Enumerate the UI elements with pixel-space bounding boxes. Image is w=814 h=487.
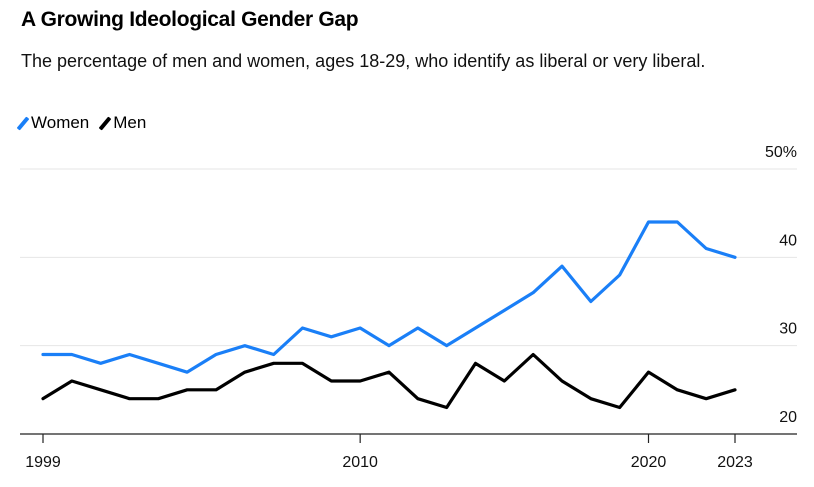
y-tick-label: 20 xyxy=(779,409,797,426)
x-tick-label: 2023 xyxy=(717,454,753,471)
series-line-women xyxy=(41,220,737,374)
legend-item-women: Women xyxy=(16,113,90,133)
x-tick-label: 2010 xyxy=(342,454,378,471)
chart-subtitle: The percentage of men and women, ages 18… xyxy=(21,51,706,71)
legend-label-women: Women xyxy=(31,113,90,132)
chart-title: A Growing Ideological Gender Gap xyxy=(21,8,359,31)
legend-item-men: Men xyxy=(98,113,147,133)
y-tick-label: 40 xyxy=(779,232,797,249)
y-tick-label: 30 xyxy=(779,321,797,338)
legend: Women Men xyxy=(16,113,147,133)
y-tick-label: 50% xyxy=(765,144,797,161)
x-tick-label: 1999 xyxy=(25,454,61,471)
series-line-men xyxy=(41,352,737,410)
legend-label-men: Men xyxy=(113,113,147,132)
x-tick-label: 2020 xyxy=(631,454,667,471)
